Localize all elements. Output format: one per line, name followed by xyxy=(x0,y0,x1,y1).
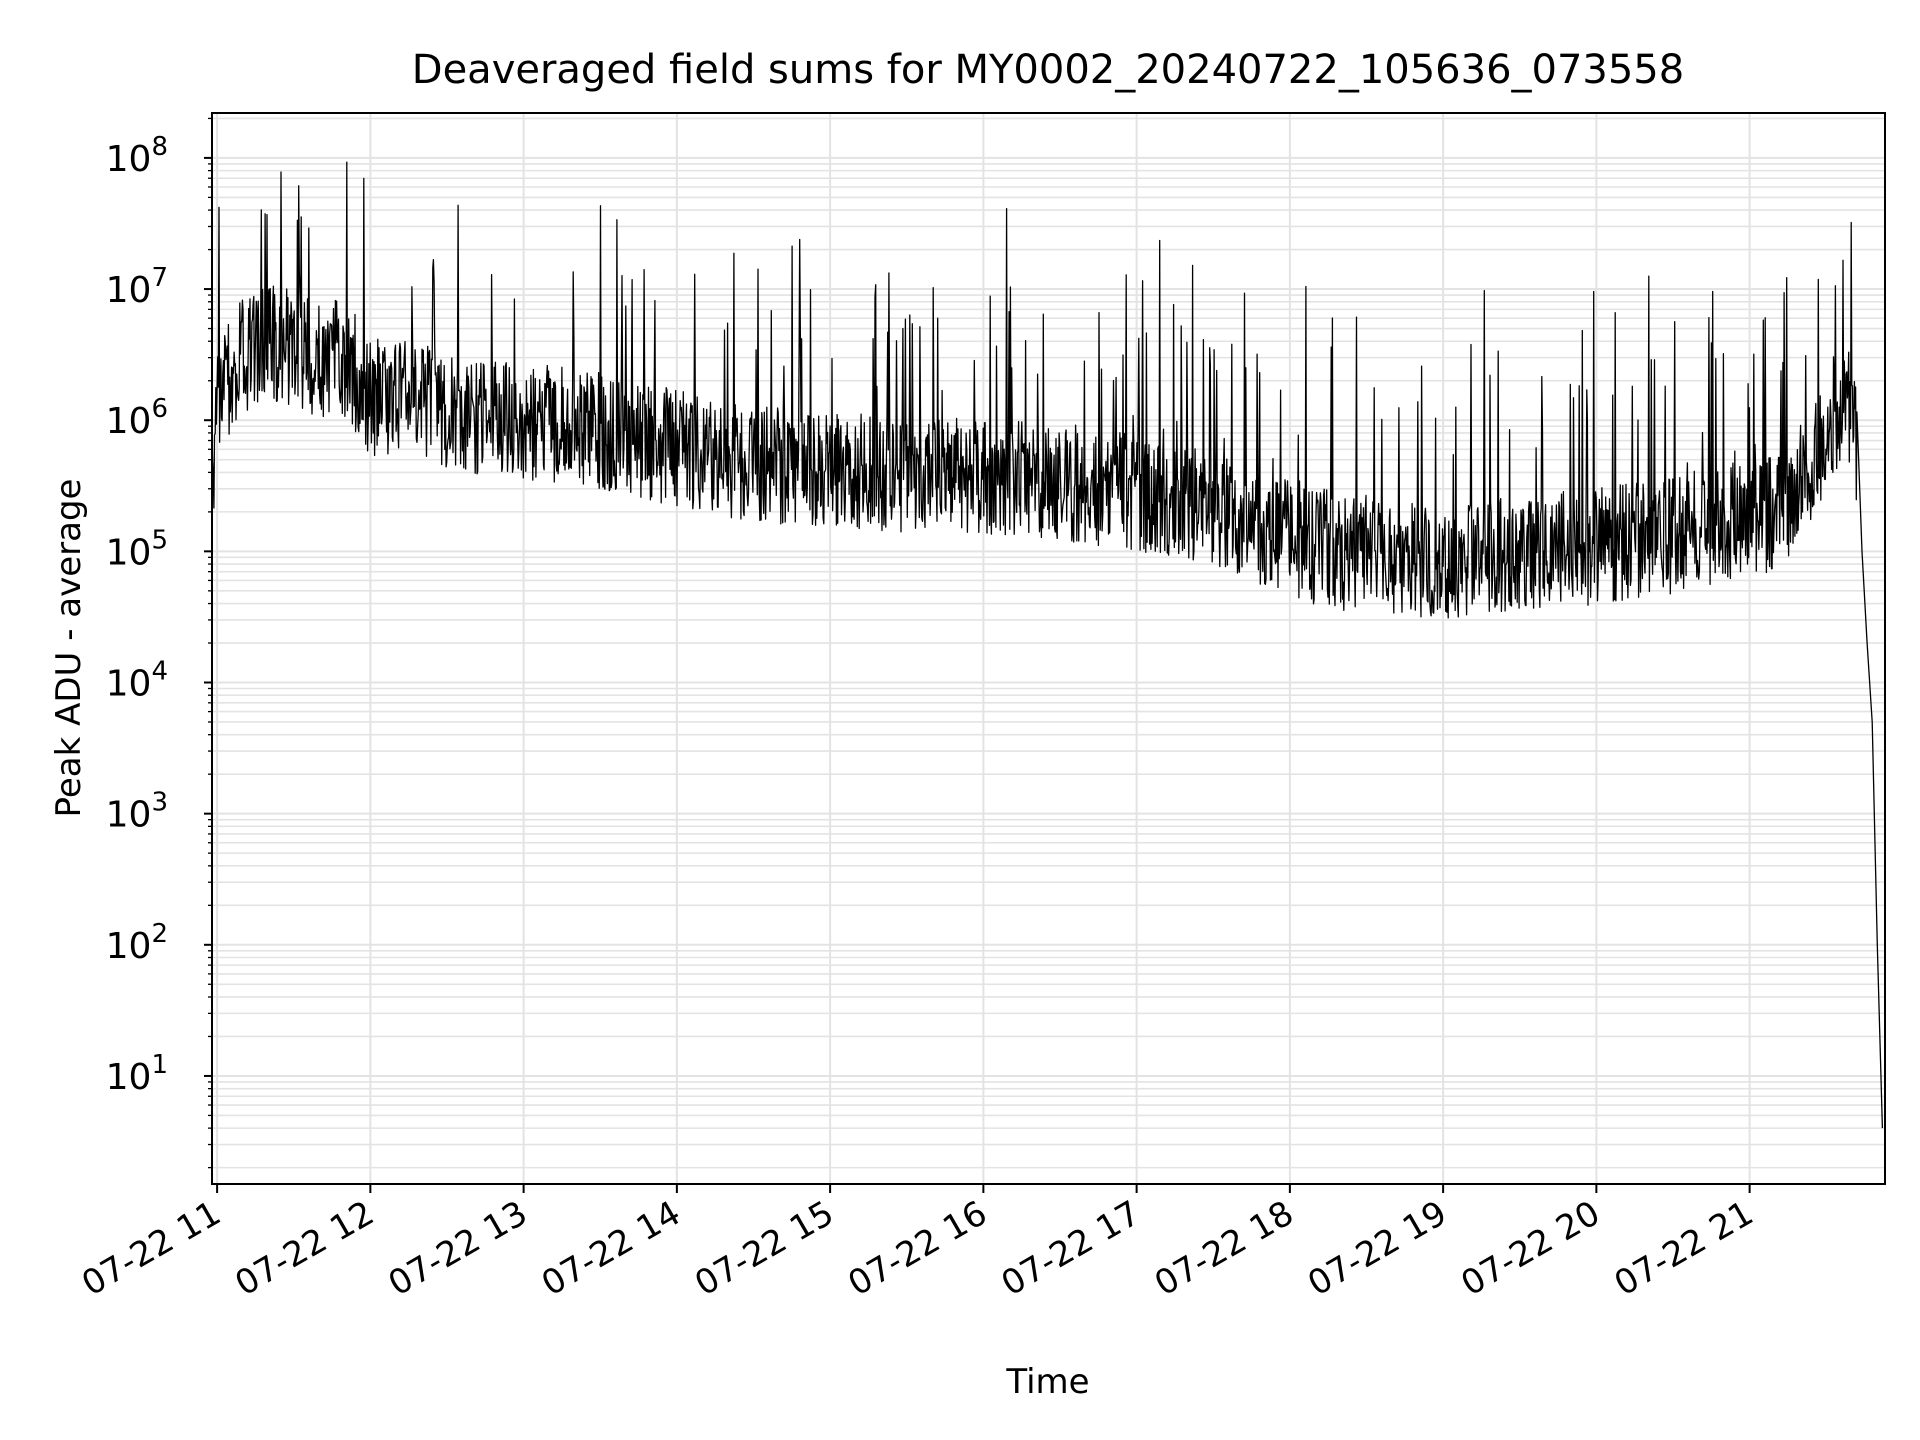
y-tick-label: 101 xyxy=(106,1050,168,1098)
y-tick-base: 10 xyxy=(106,664,152,705)
y-tick-label: 102 xyxy=(106,919,168,967)
y-tick-exponent: 7 xyxy=(151,263,168,293)
y-tick-exponent: 5 xyxy=(151,525,168,555)
series-group xyxy=(211,161,1884,1129)
y-tick-base: 10 xyxy=(106,926,152,967)
y-tick-exponent: 6 xyxy=(151,394,168,424)
plot-frame xyxy=(211,112,1886,1185)
x-axis-label: Time xyxy=(1005,1362,1089,1402)
y-tick-label: 104 xyxy=(106,657,168,705)
y-axis-label: Peak ADU - average xyxy=(49,479,89,818)
y-tick-label: 103 xyxy=(106,788,168,836)
y-tick-exponent: 3 xyxy=(151,788,168,818)
y-tick-exponent: 8 xyxy=(151,132,168,162)
y-tick-label: 105 xyxy=(106,525,168,573)
y-tick-base: 10 xyxy=(106,139,152,180)
y-tick-label: 108 xyxy=(106,132,168,180)
y-tick-base: 10 xyxy=(106,795,152,836)
y-tick-exponent: 2 xyxy=(151,919,168,949)
chart-title: Deaveraged field sums for MY0002_2024072… xyxy=(412,47,1684,93)
series-0-line xyxy=(211,161,1884,1129)
y-tick-label: 106 xyxy=(106,394,168,442)
y-tick-base: 10 xyxy=(106,1057,152,1098)
y-tick-base: 10 xyxy=(106,270,152,311)
y-tick-base: 10 xyxy=(106,401,152,442)
y-tick-exponent: 1 xyxy=(151,1050,168,1080)
y-tick-label: 107 xyxy=(106,263,168,311)
y-tick-base: 10 xyxy=(106,532,152,573)
y-tick-exponent: 4 xyxy=(151,657,168,687)
